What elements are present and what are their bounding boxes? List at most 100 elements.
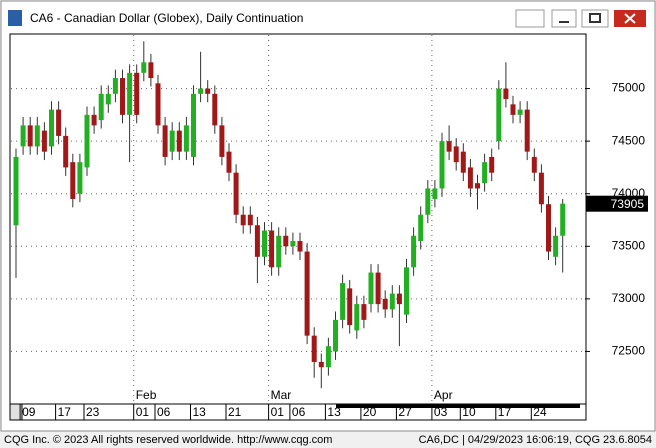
candle-body xyxy=(439,141,445,189)
x-tick-label: 17 xyxy=(58,405,72,419)
candle-body xyxy=(162,125,168,157)
candle-body xyxy=(389,293,395,310)
candle-body xyxy=(198,88,204,94)
candle-body xyxy=(219,125,225,157)
candle-body xyxy=(191,93,196,157)
candle-body xyxy=(127,72,133,115)
candle-body xyxy=(63,135,69,168)
candle-body xyxy=(496,88,502,142)
candle-body xyxy=(283,235,289,247)
candle-body xyxy=(169,130,175,152)
scroll-thumb[interactable] xyxy=(9,403,23,421)
candle-body xyxy=(233,172,239,215)
candle-body xyxy=(269,230,275,268)
candle-body xyxy=(304,251,310,336)
candle-body xyxy=(482,162,488,184)
y-tick-label: 75000 xyxy=(612,81,646,95)
last-price-box xyxy=(586,195,648,212)
candle-body xyxy=(120,78,125,115)
candle-body xyxy=(340,283,346,320)
x-tick-label: 13 xyxy=(193,405,207,419)
maximize-glyph xyxy=(589,13,601,23)
candle-body xyxy=(34,125,40,147)
y-tick-label: 74500 xyxy=(612,133,646,147)
candle-body xyxy=(254,225,260,257)
candle-body xyxy=(489,156,495,173)
candle-body xyxy=(247,214,253,226)
maximize-button[interactable] xyxy=(581,9,609,28)
candle-body xyxy=(56,109,62,136)
candle-body xyxy=(510,104,516,115)
x-tick-label: 03 xyxy=(434,405,448,419)
candle-body xyxy=(446,141,452,152)
candle-body xyxy=(418,214,424,242)
candle-body xyxy=(112,78,118,94)
candle-body xyxy=(98,93,104,121)
candle-body xyxy=(368,272,374,305)
candle-body xyxy=(13,156,19,226)
candle-body xyxy=(460,151,466,173)
footer-right: CA6,DC | 04/29/2023 16:06:19, CQG 23.6.8… xyxy=(419,434,652,446)
candle-body xyxy=(91,114,97,126)
candle-body xyxy=(240,214,246,226)
x-tick-label: 23 xyxy=(86,405,100,419)
link-button[interactable] xyxy=(515,9,545,28)
candle-body xyxy=(538,172,544,205)
candle-body xyxy=(205,88,211,94)
close-glyph xyxy=(624,13,636,24)
x-tick-label: 01 xyxy=(136,405,150,419)
x-tick-label: 21 xyxy=(228,405,242,419)
candle-body xyxy=(531,156,537,173)
candle-body xyxy=(375,272,381,305)
candle-body xyxy=(297,241,303,252)
candle-body xyxy=(517,109,523,115)
candle-body xyxy=(467,167,473,189)
x-tick-label: 17 xyxy=(498,405,512,419)
x-tick-label: 09 xyxy=(22,405,36,419)
candle-body xyxy=(226,151,232,173)
candle-body xyxy=(176,130,182,152)
month-label: Feb xyxy=(136,388,157,402)
candle-body xyxy=(361,304,367,320)
candle-body xyxy=(404,267,409,315)
candle-body xyxy=(105,93,111,105)
minimize-button[interactable] xyxy=(551,9,577,28)
x-tick-label: 20 xyxy=(363,405,377,419)
x-tick-label: 01 xyxy=(271,405,285,419)
candle-body xyxy=(77,162,83,194)
last-price-label: 73905 xyxy=(611,197,645,211)
candle-body xyxy=(212,93,218,126)
candle-body xyxy=(524,109,530,152)
scroll-track xyxy=(336,404,580,408)
candle-body xyxy=(546,204,551,252)
candle-body xyxy=(84,114,90,168)
candle-body xyxy=(347,288,353,326)
candle-body xyxy=(141,62,147,73)
month-label: Apr xyxy=(434,388,453,402)
candle-body xyxy=(396,293,402,305)
candle-body xyxy=(183,125,189,152)
candle-body xyxy=(560,203,566,236)
x-tick-label: 27 xyxy=(398,405,412,419)
candle-body xyxy=(311,335,317,362)
candle-body xyxy=(453,146,459,163)
candle-body xyxy=(41,130,47,152)
candle-body xyxy=(49,109,54,147)
x-tick-label: 10 xyxy=(462,405,476,419)
candle-body xyxy=(134,72,140,115)
month-label: Mar xyxy=(271,388,292,402)
footer-left: CQG Inc. © 2023 All rights reserved worl… xyxy=(4,434,332,446)
candle-body xyxy=(262,230,267,257)
candle-body xyxy=(70,162,76,199)
candle-body xyxy=(475,183,480,189)
app-icon xyxy=(8,10,22,26)
candle-body xyxy=(382,298,388,310)
candle-body xyxy=(325,346,331,368)
y-tick-label: 72500 xyxy=(612,344,646,358)
candle-body xyxy=(155,83,161,126)
x-tick-label: 13 xyxy=(327,405,341,419)
candle-body xyxy=(27,125,33,147)
candle-body xyxy=(432,188,438,199)
x-tick-label: 06 xyxy=(157,405,171,419)
x-tick-label: 24 xyxy=(533,405,547,419)
